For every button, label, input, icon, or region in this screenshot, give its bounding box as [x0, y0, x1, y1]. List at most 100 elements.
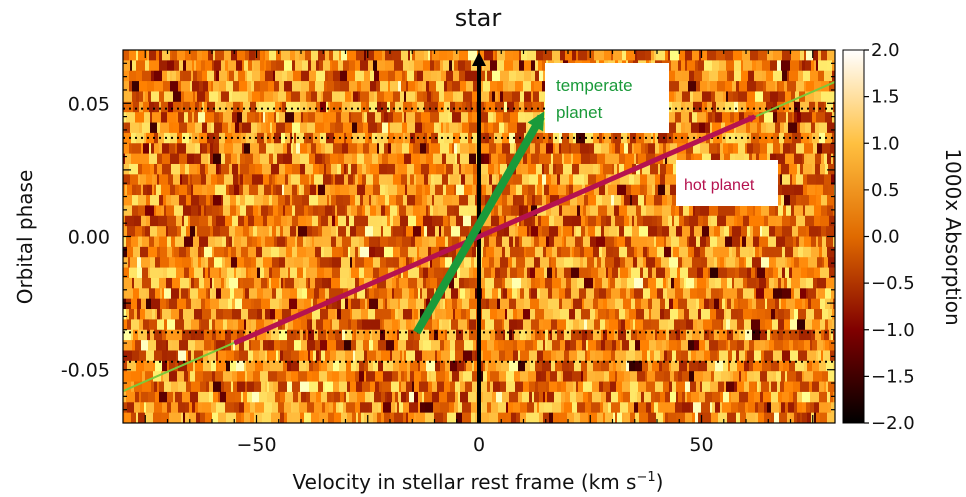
heatmap-cell — [718, 381, 724, 393]
heatmap-cell — [341, 163, 344, 175]
heatmap-cell — [521, 81, 523, 92]
heatmap-cell — [698, 60, 704, 72]
heatmap-cell — [231, 340, 233, 351]
heatmap-cell — [660, 309, 664, 320]
heatmap-cell — [212, 412, 218, 423]
heatmap-cell — [570, 340, 576, 351]
heatmap-cell — [613, 360, 616, 372]
heatmap-cell — [278, 205, 283, 217]
heatmap-cell — [665, 288, 667, 299]
heatmap-cell — [302, 288, 307, 299]
heatmap-cell — [195, 371, 203, 382]
heatmap-cell — [373, 267, 379, 279]
heatmap-cell — [431, 246, 439, 258]
heatmap-cell — [253, 226, 257, 237]
heatmap-cell — [700, 205, 709, 217]
heatmap-cell — [162, 143, 169, 154]
heatmap-cell — [755, 402, 758, 413]
heatmap-cell — [806, 288, 808, 299]
heatmap-cell — [187, 153, 194, 165]
heatmap-cell — [699, 391, 705, 403]
heatmap-cell — [601, 329, 603, 341]
heatmap-cell — [578, 381, 583, 393]
heatmap-cell — [730, 340, 737, 351]
heatmap-cell — [123, 143, 129, 154]
heatmap-cell — [459, 205, 468, 217]
heatmap-cell — [722, 298, 725, 310]
heatmap-cell — [790, 143, 796, 154]
heatmap-cell — [327, 195, 329, 206]
heatmap-cell — [728, 91, 733, 103]
heatmap-cell — [489, 257, 494, 268]
heatmap-cell — [593, 360, 601, 372]
heatmap-cell — [252, 70, 260, 82]
heatmap-cell — [252, 391, 259, 403]
heatmap-cell — [809, 381, 812, 393]
heatmap-cell — [712, 402, 715, 413]
heatmap-cell — [735, 153, 744, 165]
heatmap-cell — [215, 236, 222, 248]
heatmap-cell — [371, 195, 373, 206]
heatmap-cell — [340, 70, 347, 82]
heatmap-cell — [492, 391, 496, 403]
heatmap-cell — [508, 122, 517, 134]
heatmap-cell — [374, 70, 379, 82]
heatmap-cell — [383, 298, 385, 310]
heatmap-cell — [611, 288, 620, 299]
heatmap-cell — [171, 195, 179, 206]
heatmap-cell — [214, 246, 217, 258]
heatmap-cell — [380, 319, 382, 331]
heatmap-cell — [626, 50, 635, 61]
heatmap-cell — [349, 60, 355, 72]
heatmap-cell — [182, 257, 191, 268]
heatmap-cell — [774, 246, 782, 258]
heatmap-cell — [515, 226, 518, 237]
heatmap-cell — [702, 91, 711, 103]
heatmap-cell — [232, 298, 235, 310]
heatmap-cell — [146, 288, 149, 299]
heatmap-cell — [757, 309, 765, 320]
heatmap-cell — [123, 412, 125, 423]
heatmap-cell — [710, 267, 718, 279]
heatmap-cell — [388, 70, 395, 82]
heatmap-cell — [427, 288, 434, 299]
heatmap-cell — [597, 257, 601, 268]
heatmap-cell — [734, 215, 737, 227]
heatmap-cell — [436, 81, 444, 92]
heatmap-cell — [744, 381, 749, 393]
heatmap-cell — [266, 60, 271, 72]
temperate-planet-label-line2: planet — [556, 103, 603, 122]
heatmap-cell — [800, 163, 803, 175]
heatmap-cell — [553, 163, 556, 175]
heatmap-cell — [312, 319, 316, 331]
heatmap-cell — [391, 226, 393, 237]
heatmap-cell — [812, 360, 819, 372]
heatmap-cell — [542, 60, 546, 72]
heatmap-cell — [832, 319, 835, 331]
heatmap-cell — [564, 402, 572, 413]
heatmap-cell — [302, 195, 309, 206]
heatmap-cell — [233, 174, 238, 185]
heatmap-cell — [563, 226, 572, 237]
heatmap-cell — [781, 298, 786, 310]
heatmap-cell — [357, 391, 365, 403]
heatmap-cell — [546, 205, 551, 217]
heatmap-cell — [336, 226, 338, 237]
heatmap-cell — [760, 319, 765, 331]
heatmap-cell — [267, 350, 269, 362]
heatmap-cell — [141, 143, 143, 154]
heatmap-cell — [718, 267, 727, 279]
heatmap-cell — [149, 236, 154, 248]
heatmap-cell — [583, 257, 587, 268]
heatmap-cell — [197, 163, 200, 175]
heatmap-cell — [778, 91, 785, 103]
heatmap-cell — [668, 412, 676, 423]
heatmap-cell — [299, 184, 301, 196]
heatmap-cell — [825, 132, 832, 144]
heatmap-cell — [480, 143, 489, 154]
heatmap-cell — [140, 309, 145, 320]
heatmap-cell — [781, 60, 790, 72]
heatmap-cell — [242, 122, 251, 134]
heatmap-cell — [439, 391, 447, 403]
heatmap-cell — [139, 319, 143, 331]
